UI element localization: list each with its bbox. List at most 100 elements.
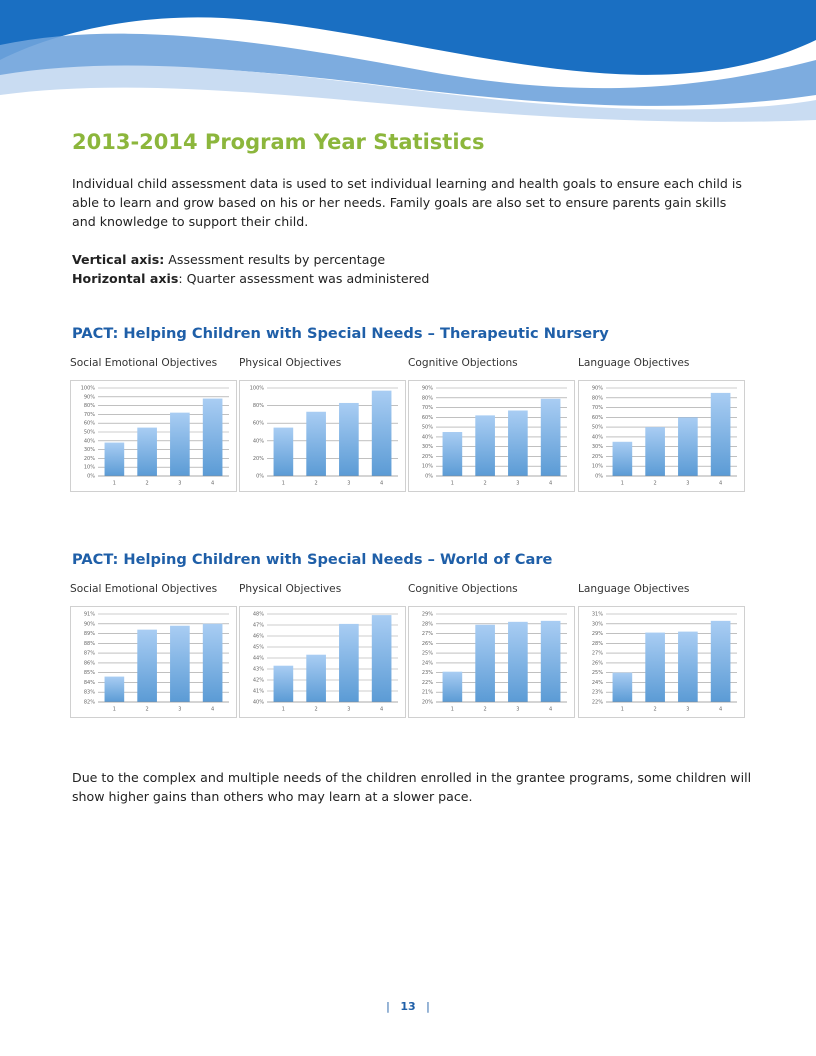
y-tick-label: 43% <box>253 667 264 673</box>
closing-paragraph: Due to the complex and multiple needs of… <box>72 770 752 804</box>
y-tick-label: 90% <box>84 394 95 400</box>
bar <box>678 417 698 476</box>
x-tick-label: 2 <box>146 707 149 713</box>
bar <box>508 410 528 476</box>
y-tick-label: 24% <box>422 660 433 666</box>
x-tick-label: 4 <box>719 707 722 713</box>
chart-title: Social Emotional Objectives <box>70 357 218 369</box>
y-tick-label: 87% <box>84 651 95 657</box>
x-tick-label: 3 <box>347 481 350 487</box>
chart: 82% 83% 84% 85% 86% 87% 88% 89% 90% 91% 1 2 3 4 <box>70 606 237 718</box>
y-tick-label: 50% <box>84 430 95 436</box>
y-tick-label: 46% <box>253 634 264 640</box>
page-number-row: | 13 | <box>386 1000 430 1013</box>
y-tick-label: 21% <box>422 690 433 696</box>
section-heading: PACT: Helping Children with Special Need… <box>72 551 553 568</box>
y-tick-label: 30% <box>84 447 95 453</box>
bar <box>475 624 495 702</box>
y-tick-label: 28% <box>592 641 603 647</box>
chart: 0% 10% 20% 30% 40% 50% 60% 70% 80% 90% 1 2 3 4 <box>578 380 745 492</box>
x-tick-label: 2 <box>484 707 487 713</box>
y-tick-label: 60% <box>253 421 264 427</box>
x-tick-label: 4 <box>211 707 214 713</box>
axis-note: Horizontal axis: Quarter assessment was … <box>72 269 752 288</box>
x-tick-label: 3 <box>516 707 519 713</box>
y-tick-label: 50% <box>422 425 433 431</box>
y-tick-label: 50% <box>592 425 603 431</box>
y-tick-label: 23% <box>592 690 603 696</box>
y-tick-label: 30% <box>592 444 603 450</box>
y-tick-label: 29% <box>592 631 603 637</box>
y-tick-label: 40% <box>253 700 264 706</box>
y-tick-label: 70% <box>592 405 603 411</box>
y-tick-label: 20% <box>253 456 264 462</box>
bar <box>710 620 731 702</box>
bar <box>339 402 359 476</box>
y-tick-label: 0% <box>425 474 433 480</box>
x-tick-label: 1 <box>451 481 454 487</box>
x-tick-label: 1 <box>113 707 116 713</box>
y-tick-label: 80% <box>253 403 264 409</box>
y-tick-label: 60% <box>592 415 603 421</box>
y-tick-label: 40% <box>422 434 433 440</box>
x-tick-label: 3 <box>178 707 181 713</box>
x-tick-label: 1 <box>621 481 624 487</box>
y-tick-label: 41% <box>253 689 264 695</box>
y-tick-label: 42% <box>253 678 264 684</box>
y-tick-label: 20% <box>84 456 95 462</box>
y-tick-label: 0% <box>256 474 264 480</box>
y-tick-label: 20% <box>422 454 433 460</box>
y-tick-label: 86% <box>84 660 95 666</box>
x-tick-label: 4 <box>211 481 214 487</box>
x-tick-label: 2 <box>315 481 318 487</box>
y-tick-label: 30% <box>422 444 433 450</box>
y-tick-label: 70% <box>84 412 95 418</box>
x-tick-label: 3 <box>347 707 350 713</box>
chart: 40% 41% 42% 43% 44% 45% 46% 47% 48% 1 2 3 4 <box>239 606 406 718</box>
bar <box>202 623 223 702</box>
y-tick-label: 80% <box>592 395 603 401</box>
header-wave <box>0 0 816 122</box>
y-tick-label: 40% <box>84 438 95 444</box>
chart-title: Language Objectives <box>578 583 690 595</box>
y-tick-label: 90% <box>592 386 603 392</box>
section-heading: PACT: Helping Children with Special Need… <box>72 325 609 342</box>
x-tick-label: 1 <box>451 707 454 713</box>
chart: 0% 20% 40% 60% 80% 100% 1 2 3 4 <box>239 380 406 492</box>
x-tick-label: 1 <box>621 707 624 713</box>
y-tick-label: 70% <box>422 405 433 411</box>
y-tick-label: 20% <box>592 454 603 460</box>
x-tick-label: 1 <box>282 707 285 713</box>
x-tick-label: 3 <box>686 481 689 487</box>
y-tick-label: 80% <box>422 395 433 401</box>
x-tick-label: 2 <box>484 481 487 487</box>
y-tick-label: 90% <box>84 621 95 627</box>
x-tick-label: 2 <box>654 707 657 713</box>
x-tick-label: 4 <box>380 707 383 713</box>
axis-note: Vertical axis: Assessment results by per… <box>72 250 752 269</box>
y-tick-label: 84% <box>84 680 95 686</box>
bar <box>612 441 633 476</box>
y-tick-label: 27% <box>422 631 433 637</box>
y-tick-label: 25% <box>422 651 433 657</box>
y-tick-label: 22% <box>422 680 433 686</box>
y-tick-label: 29% <box>422 612 433 618</box>
x-tick-label: 4 <box>549 481 552 487</box>
bar <box>104 442 125 476</box>
intro-paragraph: Individual child assessment data is used… <box>72 176 742 229</box>
bar <box>104 676 125 702</box>
y-tick-label: 89% <box>84 631 95 637</box>
x-tick-label: 2 <box>654 481 657 487</box>
bar <box>170 625 190 702</box>
bar <box>339 623 359 702</box>
y-tick-label: 31% <box>592 612 603 618</box>
y-tick-label: 23% <box>422 670 433 676</box>
y-tick-label: 80% <box>84 403 95 409</box>
bar <box>442 671 463 702</box>
axis-note-text: : Quarter assessment was administered <box>178 271 430 286</box>
y-tick-label: 27% <box>592 651 603 657</box>
y-tick-label: 10% <box>592 464 603 470</box>
x-tick-label: 3 <box>178 481 181 487</box>
axis-note-label: Vertical axis: <box>72 252 165 267</box>
